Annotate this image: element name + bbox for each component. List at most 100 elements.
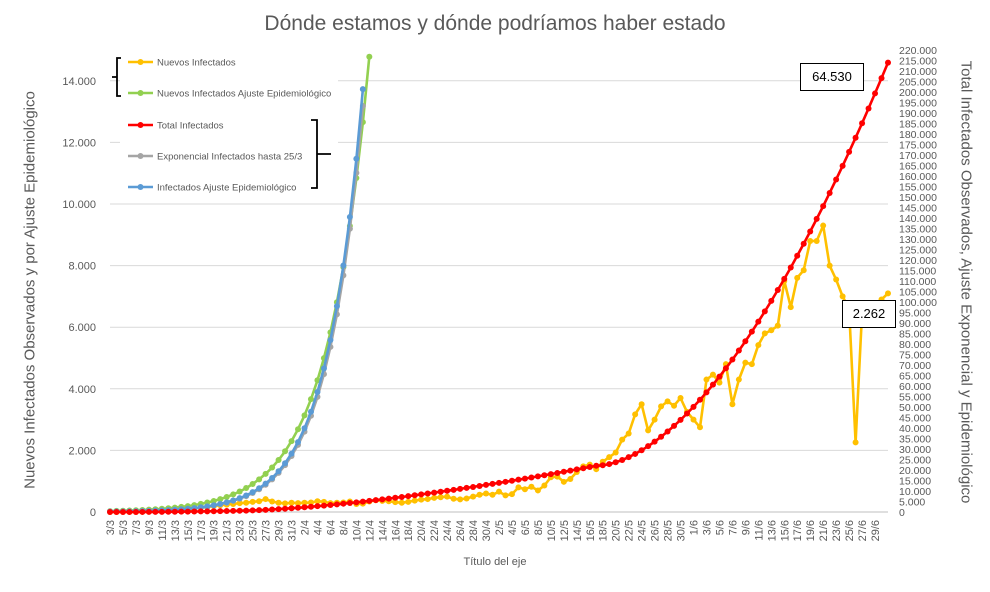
right-tick-label: 140.000 <box>899 213 937 225</box>
nuevos-infectados-point <box>489 491 496 498</box>
total-infectados-point <box>249 507 256 514</box>
total-infectados-point <box>470 483 477 490</box>
x-tick-label: 25/6 <box>844 520 856 541</box>
total-infectados-point <box>787 264 794 271</box>
nuevos-ajuste-point <box>217 496 224 503</box>
nuevos-infectados-point <box>301 499 308 506</box>
x-tick-label: 16/4 <box>390 520 402 541</box>
total-infectados-point <box>288 505 295 512</box>
total-infectados-point <box>709 381 716 388</box>
right-tick-label: 195.000 <box>899 98 937 110</box>
nuevos-infectados-point <box>885 290 891 297</box>
nuevos-ajuste-point <box>210 497 217 504</box>
infectados-ajuste-point <box>282 460 289 467</box>
x-tick-label: 9/6 <box>740 520 752 535</box>
right-tick-label: 30.000 <box>899 444 931 456</box>
x-tick-label: 2/5 <box>494 520 506 535</box>
total-infectados-point <box>359 498 366 505</box>
x-tick-label: 23/6 <box>831 520 843 541</box>
total-infectados-point <box>755 318 762 325</box>
x-tick-label: 25/3 <box>248 520 260 541</box>
infectados-ajuste-point <box>359 86 366 93</box>
total-infectados-point <box>794 252 801 259</box>
x-tick-label: 27/3 <box>261 520 273 541</box>
total-infectados-point <box>508 477 515 484</box>
total-infectados-point <box>645 443 652 450</box>
total-infectados-point <box>658 433 665 440</box>
nuevos-infectados-point <box>275 499 282 506</box>
nuevos-infectados-point <box>671 402 678 409</box>
legend-label: Nuevos Infectados <box>157 58 236 69</box>
x-tick-label: 21/6 <box>818 520 830 541</box>
nuevos-infectados-point <box>463 495 470 502</box>
total-infectados-point <box>768 297 775 304</box>
total-infectados-point <box>748 328 755 335</box>
nuevos-ajuste-point <box>262 470 269 477</box>
nuevos-infectados-point <box>307 499 314 506</box>
total-infectados-point <box>703 389 710 396</box>
right-tick-label: 105.000 <box>899 287 937 299</box>
total-infectados-point <box>320 502 327 509</box>
x-tick-label: 27/6 <box>857 520 869 541</box>
nuevos-infectados-point <box>833 276 840 283</box>
nuevos-ajuste-point <box>223 493 230 500</box>
total-infectados-point <box>327 501 334 508</box>
nuevos-infectados-point <box>768 327 775 334</box>
total-infectados-point <box>243 507 250 514</box>
total-infectados-point <box>833 176 840 183</box>
nuevos-ajuste-point <box>236 488 243 495</box>
nuevos-infectados-point <box>411 497 418 504</box>
total-infectados-point <box>158 508 165 515</box>
x-tick-label: 8/5 <box>533 520 545 535</box>
total-infectados-point <box>554 469 561 476</box>
nuevos-ajuste-point <box>282 448 289 455</box>
total-infectados-point <box>664 428 671 435</box>
nuevos-infectados-point <box>431 494 438 501</box>
total-infectados-point <box>165 508 172 515</box>
x-tick-label: 29/6 <box>870 520 882 541</box>
nuevos-infectados-point <box>288 499 295 506</box>
right-tick-label: 90.000 <box>899 318 931 330</box>
right-tick-label: 25.000 <box>899 455 931 467</box>
x-tick-label: 6/5 <box>520 520 532 535</box>
right-tick-label: 80.000 <box>899 339 931 351</box>
x-tick-label: 16/5 <box>585 520 597 541</box>
right-tick-label: 165.000 <box>899 161 937 173</box>
infectados-ajuste-point <box>197 504 204 511</box>
total-infectados-point <box>496 479 502 486</box>
infectados-ajuste-point <box>223 499 230 506</box>
x-tick-label: 3/3 <box>105 520 117 535</box>
nuevos-infectados-point <box>658 403 665 410</box>
nuevos-infectados-point <box>262 496 269 503</box>
right-tick-label: 190.000 <box>899 108 937 120</box>
x-tick-label: 11/6 <box>753 520 765 541</box>
nuevos-infectados-point <box>820 222 827 229</box>
x-tick-label: 5/6 <box>714 520 726 535</box>
x-axis-title: Título del eje <box>463 556 527 568</box>
total-infectados-point <box>580 465 587 472</box>
nuevos-infectados-point <box>742 359 749 366</box>
infectados-ajuste-point <box>269 474 276 481</box>
total-infectados-point <box>684 410 691 417</box>
x-tick-label: 26/4 <box>455 520 467 541</box>
nuevos-infectados-point <box>800 267 807 274</box>
x-tick-label: 14/4 <box>377 520 389 541</box>
right-tick-label: 50.000 <box>899 402 931 414</box>
total-infectados-point <box>191 508 198 515</box>
nuevos-infectados-point <box>508 491 515 498</box>
total-infectados-point <box>774 287 781 294</box>
total-infectados-point <box>282 505 289 512</box>
x-tick-label: 9/3 <box>144 520 156 535</box>
right-tick-label: 110.000 <box>899 276 936 288</box>
total-infectados-point <box>178 508 185 515</box>
right-tick-label: 35.000 <box>899 434 931 446</box>
legend-bg <box>120 50 338 198</box>
total-infectados-point <box>567 467 574 474</box>
x-tick-label: 24/4 <box>442 520 454 541</box>
nuevos-infectados-point <box>269 498 276 505</box>
x-tick-label: 1/6 <box>689 520 701 535</box>
nuevos-ajuste-point <box>288 438 295 445</box>
total-infectados-point <box>431 489 438 496</box>
nuevos-infectados-point <box>444 493 451 500</box>
nuevos-infectados-point <box>709 371 716 378</box>
